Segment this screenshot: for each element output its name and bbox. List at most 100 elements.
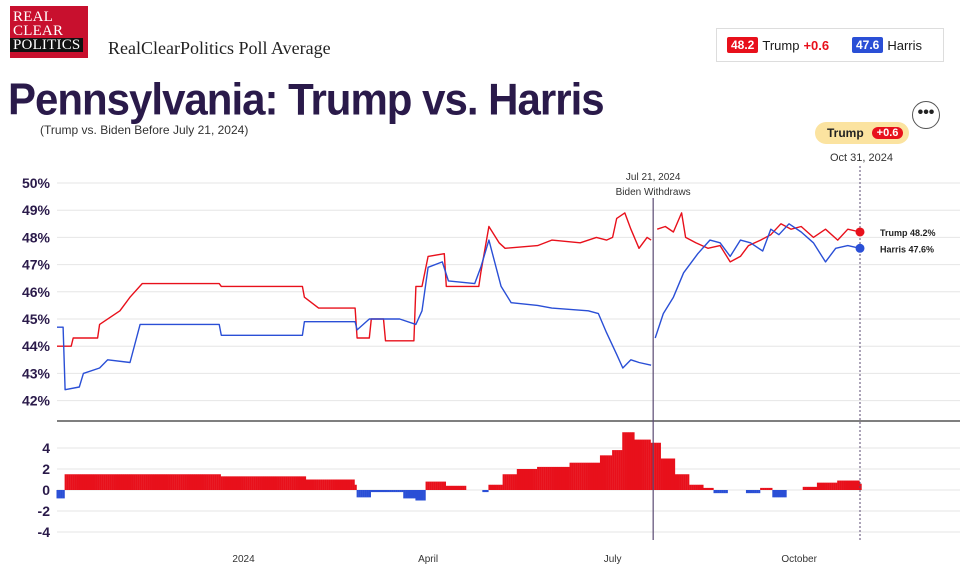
spread-bar (271, 476, 274, 490)
spread-tick-label: -4 (38, 524, 51, 540)
spread-bar (182, 474, 185, 490)
spread-bar (334, 479, 337, 490)
x-tick-label: April (418, 554, 438, 565)
spread-bar (133, 474, 136, 490)
spread-bar (86, 474, 90, 490)
spread-bar (703, 487, 706, 490)
spread-bar (64, 474, 67, 490)
spread-bar (107, 474, 110, 490)
spread-bar (62, 490, 65, 499)
series-line-trump (57, 212, 652, 347)
spread-bar (255, 476, 258, 490)
spread-bar (725, 490, 728, 494)
leader-name: Trump (827, 126, 864, 140)
spread-bar (220, 476, 223, 490)
spread-bar (484, 490, 487, 493)
spread-bar (814, 486, 818, 490)
spread-bar (243, 476, 246, 490)
spread-bar (261, 476, 264, 490)
spread-bar (230, 476, 234, 490)
spread-bar (236, 476, 240, 490)
spread-bar (674, 474, 678, 490)
spread-bar (557, 466, 560, 490)
spread-bar (332, 479, 335, 490)
spread-bar (362, 490, 365, 498)
spread-bar (407, 490, 410, 499)
spread-bar (74, 474, 77, 490)
spread-bar (358, 490, 361, 498)
spread-bar (380, 490, 384, 493)
spread-bar (498, 484, 501, 490)
spread-bar (512, 474, 515, 490)
spread-bar (658, 442, 661, 490)
spread-bar (723, 490, 726, 494)
spread-bar (253, 476, 256, 490)
series-line-harris (57, 239, 652, 391)
spread-bar (78, 474, 82, 490)
spread-bar (192, 474, 195, 490)
series-line-harris (654, 223, 861, 339)
spread-tick-label: -2 (38, 503, 51, 519)
spread-bar (423, 490, 426, 501)
spread-bar (435, 481, 438, 490)
spread-bar (131, 474, 134, 490)
spread-bar (758, 490, 761, 494)
spread-bar (506, 474, 509, 490)
spread-bar (668, 458, 672, 490)
spread-bar (772, 490, 775, 498)
spread-bar (196, 474, 199, 490)
series-end-dot (855, 243, 865, 253)
spread-bar (309, 479, 313, 490)
spread-bar (413, 490, 416, 499)
y-tick-label: 50% (22, 175, 51, 191)
spread-bar (279, 476, 282, 490)
spread-bar (101, 474, 104, 490)
spread-bar (747, 490, 751, 494)
spread-bar (638, 439, 641, 490)
spread-bar (577, 462, 580, 490)
spread-bar (170, 474, 173, 490)
x-tick-label: July (604, 554, 622, 565)
spread-bar (257, 476, 260, 490)
spread-bar (232, 476, 236, 490)
spread-bar (212, 474, 215, 490)
spread-bar (360, 490, 363, 498)
spread-bar (184, 474, 187, 490)
spread-bar (614, 450, 617, 490)
spread-bar (149, 474, 152, 490)
legend-item-harris[interactable]: 47.6 Harris (852, 37, 922, 53)
spread-bar (161, 474, 165, 490)
spread-bar (342, 479, 345, 490)
spread-bar (855, 480, 858, 490)
spread-bar (849, 480, 852, 490)
spread-bar (291, 476, 294, 490)
spread-bar (188, 474, 191, 490)
spread-bar (113, 474, 116, 490)
spread-bar (804, 486, 807, 490)
spread-bar (389, 490, 392, 493)
spread-bar (285, 476, 288, 490)
spread-bar (151, 474, 155, 490)
spread-bar (301, 476, 305, 490)
spread-bar (145, 474, 148, 490)
spread-bar (715, 490, 718, 494)
spread-bar (689, 484, 692, 490)
spread-bar (455, 485, 459, 490)
spread-bar (713, 490, 716, 494)
spread-bar (585, 462, 588, 490)
spread-bar (593, 462, 597, 490)
spread-bar (835, 482, 838, 490)
spread-bar (745, 490, 749, 494)
legend-item-trump[interactable]: 48.2 Trump +0.6 (727, 37, 829, 53)
spread-tick-label: 2 (42, 461, 50, 477)
spread-bar (774, 490, 777, 498)
spread-bar (72, 474, 75, 490)
spread-bar (604, 455, 607, 490)
spread-bar (143, 474, 146, 490)
spread-bar (216, 474, 219, 490)
more-options-button[interactable]: ••• (912, 101, 940, 129)
spread-bar (166, 474, 169, 490)
spread-bar (348, 479, 351, 490)
spread-bar (391, 490, 394, 493)
spread-bar (370, 490, 374, 493)
